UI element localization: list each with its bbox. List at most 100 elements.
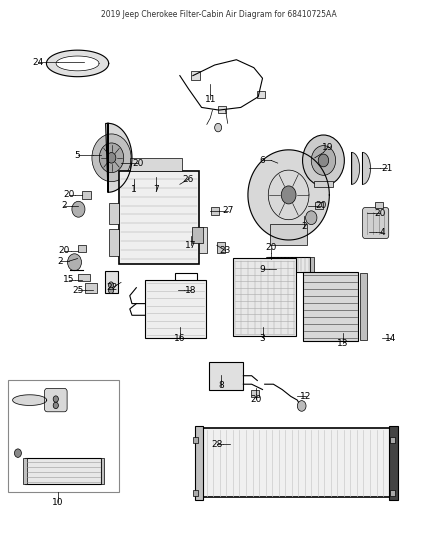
Text: 5: 5 xyxy=(74,151,81,160)
Text: 26: 26 xyxy=(183,174,194,183)
Text: 20: 20 xyxy=(250,394,261,403)
Text: 18: 18 xyxy=(185,286,197,295)
Bar xyxy=(270,224,307,245)
Text: 2: 2 xyxy=(57,257,63,265)
Text: 8: 8 xyxy=(218,381,224,390)
Text: 20: 20 xyxy=(316,201,327,210)
Bar xyxy=(119,171,199,264)
Text: 20: 20 xyxy=(374,209,386,218)
Bar xyxy=(101,458,104,484)
Text: 11: 11 xyxy=(205,95,216,104)
Polygon shape xyxy=(363,152,371,184)
Bar xyxy=(130,158,182,171)
Circle shape xyxy=(14,449,21,457)
Bar xyxy=(199,227,207,253)
Text: 9: 9 xyxy=(260,265,265,273)
Text: 7: 7 xyxy=(153,185,159,194)
Circle shape xyxy=(99,143,124,173)
Text: 6: 6 xyxy=(260,156,265,165)
Polygon shape xyxy=(352,152,360,184)
Circle shape xyxy=(183,289,189,297)
Polygon shape xyxy=(46,50,109,77)
Circle shape xyxy=(53,402,58,409)
Circle shape xyxy=(303,135,344,186)
Bar xyxy=(315,203,322,209)
Bar xyxy=(191,71,200,80)
Circle shape xyxy=(109,287,114,294)
Text: 25: 25 xyxy=(72,286,83,295)
Text: 17: 17 xyxy=(185,241,197,250)
Text: 21: 21 xyxy=(381,164,392,173)
Text: 4: 4 xyxy=(379,228,385,237)
Polygon shape xyxy=(106,123,132,192)
Text: 15: 15 xyxy=(63,275,74,284)
Bar xyxy=(195,425,203,500)
Bar xyxy=(23,458,27,484)
Text: 28: 28 xyxy=(211,440,223,449)
Text: 3: 3 xyxy=(260,334,265,343)
Circle shape xyxy=(297,401,306,411)
Polygon shape xyxy=(13,395,47,406)
Bar xyxy=(198,428,392,497)
Bar xyxy=(267,257,311,272)
Bar xyxy=(218,106,226,113)
Circle shape xyxy=(215,123,222,132)
Polygon shape xyxy=(248,150,329,240)
Bar xyxy=(105,271,117,293)
Bar xyxy=(78,245,86,252)
Bar xyxy=(130,170,138,182)
Bar xyxy=(193,490,198,496)
Bar xyxy=(360,273,367,340)
Circle shape xyxy=(183,283,189,290)
Circle shape xyxy=(311,146,336,175)
Circle shape xyxy=(281,186,296,204)
Text: 10: 10 xyxy=(52,498,64,507)
Text: 1: 1 xyxy=(131,185,137,194)
Bar xyxy=(311,257,314,272)
Bar xyxy=(390,490,395,496)
Circle shape xyxy=(109,282,114,288)
Circle shape xyxy=(72,201,85,217)
Text: 20: 20 xyxy=(265,244,277,253)
Circle shape xyxy=(92,134,131,182)
Text: 24: 24 xyxy=(33,58,44,67)
Bar xyxy=(251,390,258,397)
Text: 23: 23 xyxy=(220,246,231,255)
FancyBboxPatch shape xyxy=(45,389,67,412)
Bar xyxy=(266,257,269,272)
Bar xyxy=(257,91,265,98)
Bar xyxy=(82,191,91,199)
Text: 2: 2 xyxy=(62,201,67,210)
Text: 22: 22 xyxy=(107,283,118,292)
Circle shape xyxy=(306,211,317,224)
Bar xyxy=(110,203,119,224)
Bar xyxy=(314,181,333,187)
Text: 20: 20 xyxy=(133,159,144,167)
Text: 20: 20 xyxy=(59,246,70,255)
Text: 2: 2 xyxy=(301,222,307,231)
Bar xyxy=(192,227,203,243)
Text: 16: 16 xyxy=(174,334,186,343)
Bar xyxy=(303,272,358,341)
Circle shape xyxy=(182,177,189,186)
Bar xyxy=(233,258,296,336)
Circle shape xyxy=(318,154,328,167)
Text: 13: 13 xyxy=(337,339,349,348)
Circle shape xyxy=(67,254,81,271)
FancyBboxPatch shape xyxy=(363,208,389,238)
Text: 19: 19 xyxy=(322,143,334,152)
Bar xyxy=(211,207,219,215)
Text: 12: 12 xyxy=(300,392,312,401)
Bar xyxy=(217,241,225,253)
Bar xyxy=(110,229,119,256)
Text: 27: 27 xyxy=(222,206,233,215)
Bar xyxy=(78,274,90,281)
Bar xyxy=(389,425,398,500)
Bar xyxy=(390,437,395,442)
Bar xyxy=(145,280,206,338)
Polygon shape xyxy=(56,56,99,71)
Bar xyxy=(25,458,102,484)
Circle shape xyxy=(53,396,58,402)
Text: 20: 20 xyxy=(63,190,74,199)
Bar xyxy=(175,273,197,297)
